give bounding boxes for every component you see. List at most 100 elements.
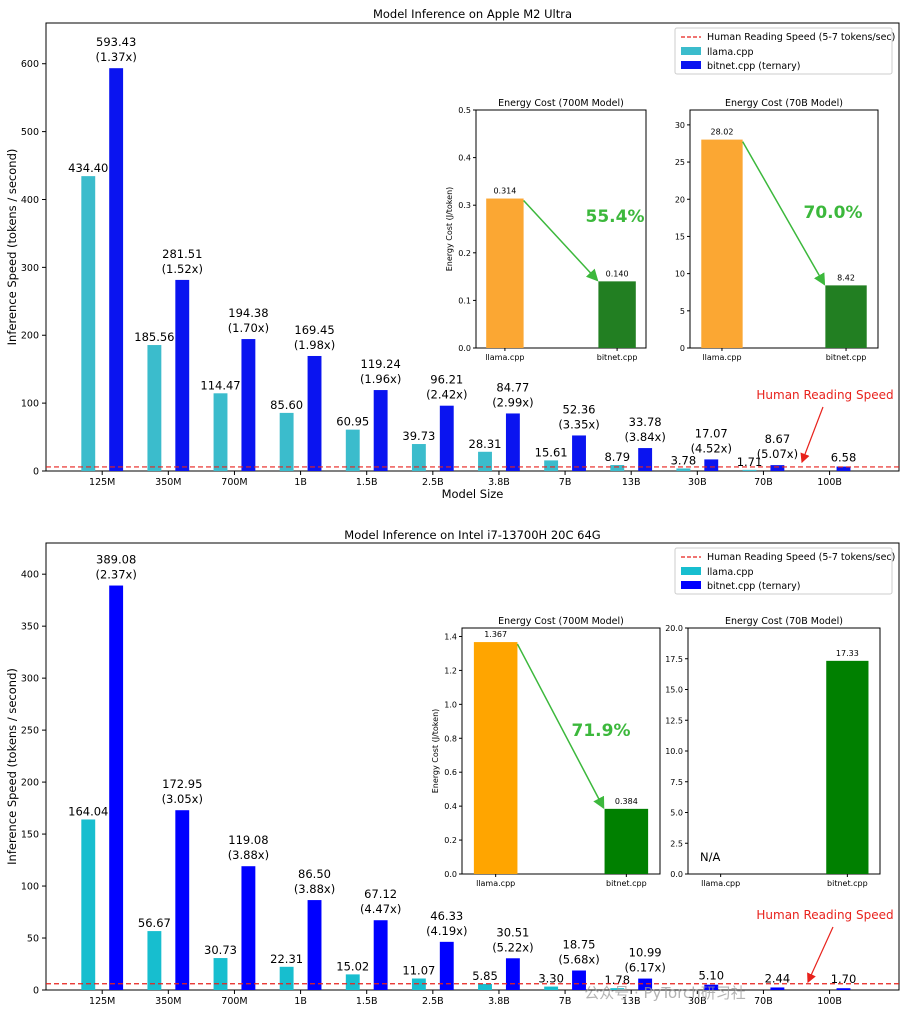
- inset-y-tick-label: 1.4: [444, 632, 457, 641]
- legend-label-reference: Human Reading Speed (5-7 tokens/sec): [707, 552, 895, 563]
- speedup-label: (1.37x): [95, 50, 136, 64]
- bar-llama-1B: [279, 412, 294, 471]
- value-label-llama: 28.31: [469, 437, 502, 451]
- bar-llama-7B: [544, 460, 559, 471]
- bar-bitnet-30B: [704, 459, 719, 471]
- x-tick-label: 30B: [688, 996, 707, 1007]
- speedup-label: (3.05x): [162, 792, 203, 806]
- inset-y-tick-label: 0.3: [458, 201, 471, 210]
- speedup-label: (3.35x): [558, 417, 599, 431]
- bar-llama-125M: [81, 819, 96, 990]
- speedup-label: (2.99x): [492, 395, 533, 409]
- inset-bar-bitnet.cpp: [604, 808, 649, 874]
- y-tick-label: 400: [21, 570, 39, 581]
- y-tick-label: 100: [21, 882, 39, 893]
- value-label-bitnet: 169.45: [294, 323, 334, 337]
- y-tick-label: 0: [33, 467, 39, 478]
- bar-llama-3.8B: [478, 983, 492, 990]
- value-label-bitnet: 5.10: [698, 969, 724, 983]
- inset-y-tick-label: 1.2: [444, 666, 457, 675]
- legend-label-bitnet: bitnet.cpp (ternary): [707, 61, 800, 72]
- bar-llama-700M: [213, 393, 228, 471]
- y-tick-label: 500: [21, 127, 39, 138]
- legend-label-bitnet: bitnet.cpp (ternary): [707, 581, 800, 592]
- inset-energy-1: Energy Cost (70B Model) 0.0 2.5 5.0 7.5 10.0 1…: [665, 616, 881, 888]
- value-label-llama: 30.73: [204, 943, 237, 957]
- value-label-llama: 15.61: [535, 445, 568, 459]
- bar-llama-30B: [676, 468, 691, 471]
- inset-bar-bitnet.cpp: [826, 660, 869, 874]
- x-axis-label: Model Size: [442, 487, 504, 501]
- value-label-llama: 60.95: [336, 415, 369, 429]
- x-tick-label: 3.8B: [488, 477, 510, 488]
- inset-bar-bitnet.cpp: [825, 285, 867, 348]
- bar-bitnet-350M: [175, 810, 190, 990]
- speedup-label: (1.98x): [294, 338, 335, 352]
- inset-y-tick-label: 25: [675, 158, 685, 167]
- legend-label-llama: llama.cpp: [707, 567, 753, 578]
- inset-y-tick-label: 0.0: [458, 344, 471, 353]
- value-label-llama: 3.78: [671, 453, 697, 467]
- bar-bitnet-70B: [770, 465, 785, 471]
- bar-bitnet-125M: [109, 585, 124, 990]
- x-tick-label: 30B: [688, 477, 707, 488]
- inset-bar-llama.cpp: [473, 642, 518, 874]
- bar-bitnet-350M: [175, 279, 190, 471]
- legend-box: [674, 27, 893, 75]
- inset-y-tick-label: 0.4: [444, 802, 457, 811]
- human-reading-speed-annotation: Human Reading Speed: [756, 388, 893, 402]
- inset-title: Energy Cost (70B Model): [725, 616, 843, 627]
- speedup-label: (3.84x): [624, 430, 665, 444]
- inset-x-tick-label: bitnet.cpp: [606, 879, 647, 888]
- legend-swatch-llama: [681, 567, 701, 575]
- value-label-llama: 39.73: [402, 429, 435, 443]
- bar-bitnet-100B: [836, 988, 851, 990]
- inset-y-tick-label: 0: [680, 344, 685, 353]
- bar-bitnet-125M: [109, 68, 124, 471]
- x-tick-label: 100B: [817, 996, 842, 1007]
- inset-y-tick-label: 10: [675, 270, 685, 279]
- bar-bitnet-13B: [638, 978, 653, 990]
- x-tick-label: 100B: [817, 477, 842, 488]
- inset-x-tick-label: bitnet.cpp: [597, 353, 638, 362]
- bar-bitnet-700M: [241, 866, 256, 990]
- x-tick-label: 2.5B: [422, 477, 444, 488]
- y-tick-label: 400: [21, 195, 39, 206]
- legend-label-llama: llama.cpp: [707, 47, 753, 58]
- value-label-bitnet: 52.36: [563, 402, 596, 416]
- y-tick-label: 200: [21, 778, 39, 789]
- inset-value-label: 0.140: [606, 269, 629, 278]
- bar-llama-1.5B: [345, 429, 360, 471]
- inset-y-tick-label: 20: [675, 195, 685, 204]
- speedup-label: (2.42x): [426, 388, 467, 402]
- bar-bitnet-7B: [572, 970, 586, 990]
- inset-x-tick-label: llama.cpp: [702, 353, 741, 362]
- bar-bitnet-3.8B: [505, 958, 520, 990]
- value-label-bitnet: 67.12: [364, 887, 397, 901]
- speedup-label: (6.17x): [624, 961, 665, 975]
- inset-y-tick-label: 0.2: [444, 836, 457, 845]
- x-tick-label: 1B: [294, 996, 307, 1007]
- inset-y-tick-label: 30: [675, 121, 685, 130]
- inset-y-tick-label: 0.4: [458, 154, 471, 163]
- value-label-llama: 185.56: [134, 330, 174, 344]
- inset-energy-1: Energy Cost (70B Model) 0 5 10 15 20 25 30 llama…: [675, 98, 879, 362]
- energy-reduction-arrow: [523, 200, 599, 282]
- inset-value-label: 28.02: [711, 128, 734, 137]
- value-label-llama: 22.31: [270, 952, 303, 966]
- inset-x-tick-label: llama.cpp: [701, 879, 740, 888]
- bar-llama-70B: [742, 469, 757, 471]
- value-label-llama: 164.04: [68, 804, 108, 818]
- value-label-bitnet: 389.08: [96, 553, 136, 567]
- speedup-label: (5.22x): [492, 940, 533, 954]
- inset-y-tick-label: 1.0: [444, 700, 457, 709]
- inset-value-label: 8.42: [837, 273, 855, 282]
- value-label-bitnet: 281.51: [162, 247, 202, 261]
- value-label-bitnet: 10.99: [629, 946, 662, 960]
- value-label-llama: 8.79: [604, 450, 630, 464]
- speedup-label: (3.88x): [294, 882, 335, 896]
- inset-energy-0: Energy Cost (700M Model) 0.0 0.2 0.4 0.6 0.8 1…: [431, 616, 661, 888]
- bar-llama-13B: [610, 988, 625, 990]
- speedup-label: (3.88x): [228, 848, 269, 862]
